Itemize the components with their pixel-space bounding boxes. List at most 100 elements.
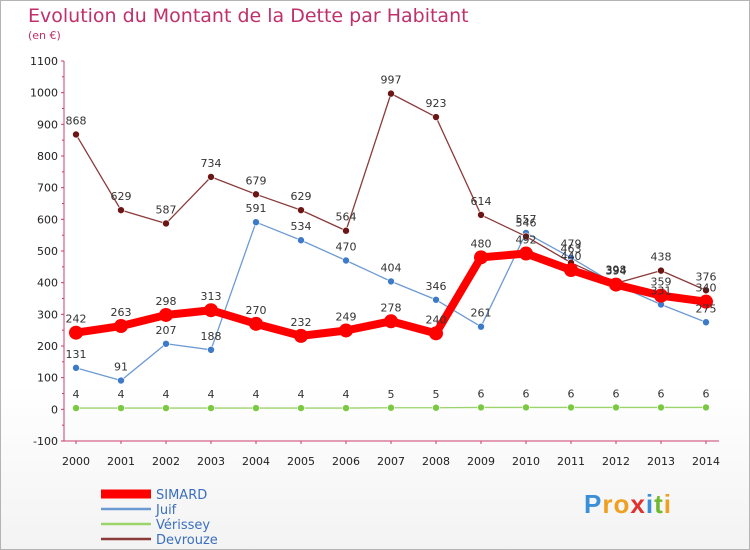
data-label: 629 [111,190,132,203]
data-label: 868 [66,114,87,127]
data-point [387,277,395,286]
y-tick-label: 100 [37,372,58,385]
data-point [297,206,305,214]
data-point [702,286,710,295]
data-point [207,345,215,354]
data-label: 463 [561,243,582,256]
data-label: 997 [381,74,402,87]
data-point [567,403,575,412]
data-point [117,376,125,385]
y-tick-label: 700 [37,182,58,195]
data-label: 479 [561,238,582,251]
data-label: 5 [388,388,395,401]
data-label: 131 [66,348,87,361]
data-label: 331 [651,285,672,298]
x-tick-label: 2006 [332,455,360,468]
x-tick-label: 2007 [377,455,405,468]
data-label: 4 [118,388,125,401]
data-point [117,404,125,412]
x-tick-label: 2000 [62,455,90,468]
data-point [477,403,485,412]
legend-label: Juif [155,503,177,518]
data-label: 587 [156,203,177,216]
data-label: 346 [426,280,447,293]
data-label: 359 [651,276,672,289]
data-label: 188 [201,330,222,343]
data-label: 4 [73,388,80,401]
data-label: 4 [343,388,350,401]
data-label: 275 [696,302,717,315]
data-point [474,250,488,265]
data-label: 5 [433,388,440,401]
data-point [297,236,305,245]
x-tick-label: 2012 [602,455,630,468]
data-point [114,319,128,334]
logo-letter: t [654,489,664,519]
x-tick-label: 2008 [422,455,450,468]
data-label: 394 [606,265,627,278]
data-label: 313 [201,290,222,303]
data-label: 398 [606,263,627,276]
y-tick-label: 300 [37,308,58,321]
data-point [249,316,263,331]
logo-letter: i [663,489,672,519]
x-tick-label: 2002 [152,455,180,468]
data-label: 6 [703,387,710,400]
data-label: 923 [426,97,447,110]
logo-letter: i [645,489,655,519]
data-point [432,295,440,304]
data-label: 6 [613,387,620,400]
data-label: 492 [516,234,537,247]
y-tick-label: 1100 [30,55,58,68]
x-tick-label: 2010 [512,455,540,468]
data-point [384,314,398,329]
x-tick-label: 2004 [242,455,270,468]
data-label: 438 [651,251,672,264]
data-label: 404 [381,261,402,274]
x-tick-label: 2013 [647,455,675,468]
data-label: 278 [381,301,402,314]
data-label: 534 [291,220,312,233]
data-point [72,130,80,139]
data-point [564,263,578,277]
data-label: 232 [291,316,312,329]
x-tick-label: 2011 [557,455,585,468]
x-tick-label: 2014 [692,455,720,468]
data-label: 240 [426,313,447,326]
logo-letter: P [584,489,603,519]
data-point [657,403,665,412]
data-label: 207 [156,324,177,337]
data-label: 440 [561,250,582,263]
data-label: 6 [523,387,530,400]
legend-label: Vérissey [156,518,210,533]
data-label: 629 [291,190,312,203]
data-label: 6 [568,387,575,400]
data-label: 614 [471,195,492,208]
y-tick-label: 500 [37,245,58,258]
data-point [297,404,305,412]
data-point [519,246,533,261]
legend-label: SIMARD [156,488,207,503]
data-point [699,294,713,309]
data-label: 4 [253,388,260,401]
y-tick-label: 200 [37,340,58,353]
data-point [342,226,350,235]
x-tick-label: 2009 [467,455,495,468]
data-point [69,325,83,340]
data-label: 376 [696,270,717,283]
logo-letter: r [602,489,614,519]
data-label: 242 [66,313,87,326]
data-point [252,190,260,199]
data-point [387,403,395,412]
data-point [702,403,710,412]
y-tick-label: 600 [37,213,58,226]
chart-title: Evolution du Montant de la Dette par Hab… [28,5,469,27]
legend-label: Devrouze [156,533,218,548]
data-label: 6 [478,387,485,400]
data-point [657,266,665,275]
data-point [294,328,308,343]
logo-letter: o [613,489,631,519]
data-label: 470 [336,241,357,254]
